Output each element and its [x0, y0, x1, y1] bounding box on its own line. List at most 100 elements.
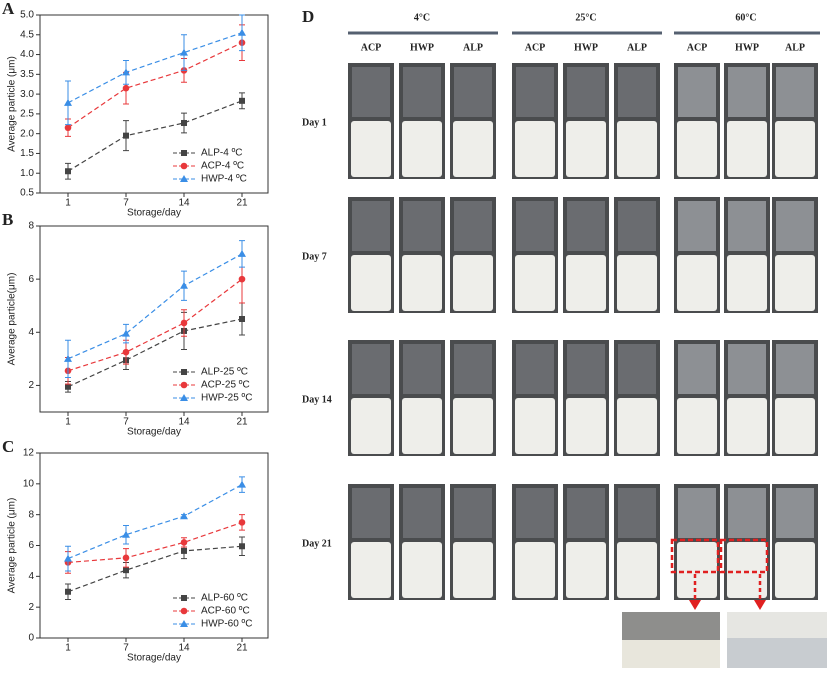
vial-glass	[403, 488, 441, 538]
x-axis-label: Storage/day	[127, 208, 181, 219]
x-axis-label: Storage/day	[127, 653, 181, 664]
emulsion	[453, 542, 493, 598]
panel-label: A	[2, 0, 15, 18]
emulsion	[453, 255, 493, 311]
vial-glass	[776, 201, 814, 251]
emulsion	[566, 398, 606, 454]
legend-label: ALP-25 ºC	[201, 367, 248, 378]
sample-label: ALP	[463, 42, 483, 53]
emulsion	[617, 542, 657, 598]
emulsion	[617, 255, 657, 311]
zoom-emulsion	[727, 638, 827, 668]
x-tick-label: 1	[65, 198, 71, 209]
x-tick-label: 7	[123, 198, 129, 209]
emulsion	[617, 121, 657, 177]
y-tick-label: 4.5	[20, 29, 34, 40]
plot-frame	[39, 14, 269, 194]
legend-label: ALP-4 ºC	[201, 148, 242, 159]
data-point	[238, 480, 246, 488]
vial-glass	[728, 67, 766, 117]
vial-glass	[567, 488, 605, 538]
data-point	[180, 512, 188, 520]
arrow-head	[754, 600, 766, 610]
vial-glass	[776, 344, 814, 394]
highlight-box	[670, 538, 720, 574]
y-tick-label: 2	[28, 380, 34, 391]
sample-label: HWP	[735, 42, 759, 53]
data-point	[239, 316, 245, 322]
x-tick-label: 14	[178, 198, 190, 209]
emulsion	[453, 121, 493, 177]
x-tick-label: 21	[236, 417, 248, 428]
vial-glass	[618, 67, 656, 117]
series-line	[67, 42, 243, 129]
emulsion	[775, 255, 815, 311]
sample-label: HWP	[410, 42, 434, 53]
y-tick-label: 1.0	[20, 168, 34, 179]
data-point	[123, 567, 129, 574]
y-tick-label: 6	[28, 540, 34, 551]
x-tick-label: 21	[236, 198, 248, 209]
emulsion	[515, 542, 555, 598]
data-point	[123, 132, 129, 139]
vial-glass	[728, 344, 766, 394]
legend-marker	[180, 381, 188, 389]
emulsion	[566, 121, 606, 177]
vial-glass	[618, 344, 656, 394]
x-tick-label: 14	[178, 643, 190, 654]
emulsion	[775, 121, 815, 177]
emulsion	[566, 255, 606, 311]
series-line	[67, 100, 243, 172]
legend-marker	[181, 595, 187, 601]
legend-label: HWP-25 ºC	[201, 393, 252, 404]
data-point	[122, 68, 130, 76]
data-point	[122, 329, 130, 337]
data-point	[239, 543, 245, 550]
data-point	[64, 124, 72, 132]
y-tick-label: 8	[28, 221, 34, 232]
emulsion	[727, 255, 767, 311]
data-point	[181, 547, 187, 554]
emulsion	[402, 255, 442, 311]
vial-glass	[403, 344, 441, 394]
legend-marker	[180, 607, 188, 615]
vial-glass	[678, 344, 716, 394]
emulsion	[351, 542, 391, 598]
emulsion	[775, 542, 815, 598]
vial-glass	[516, 344, 554, 394]
emulsion	[402, 121, 442, 177]
series-line	[67, 484, 243, 560]
legend-marker	[180, 175, 188, 182]
vial-glass	[728, 488, 766, 538]
emulsion	[402, 398, 442, 454]
x-tick-label: 7	[123, 417, 129, 428]
legend-marker	[180, 394, 188, 401]
data-point	[180, 281, 188, 289]
sample-label: ALP	[627, 42, 647, 53]
data-point	[122, 530, 130, 538]
y-tick-label: 2.0	[20, 128, 34, 139]
data-point	[122, 554, 130, 562]
emulsion	[515, 255, 555, 311]
x-tick-label: 1	[65, 417, 71, 428]
legend-label: ACP-25 ºC	[201, 380, 250, 391]
vial-glass	[516, 488, 554, 538]
vial-glass	[678, 488, 716, 538]
legend-marker	[181, 369, 187, 375]
emulsion	[351, 255, 391, 311]
data-point	[122, 84, 130, 92]
series-line	[67, 253, 243, 360]
panel-label: C	[2, 437, 14, 456]
zoom-emulsion	[622, 640, 720, 668]
x-tick-label: 21	[236, 643, 248, 654]
vial-glass	[678, 67, 716, 117]
vial-glass	[352, 67, 390, 117]
vial-glass	[516, 201, 554, 251]
data-point	[180, 539, 188, 546]
data-point	[64, 554, 72, 562]
data-point	[238, 275, 246, 283]
temperature-label: 25°C	[575, 12, 596, 23]
legend-marker	[181, 150, 187, 156]
data-point	[122, 348, 130, 356]
vial-glass	[352, 201, 390, 251]
